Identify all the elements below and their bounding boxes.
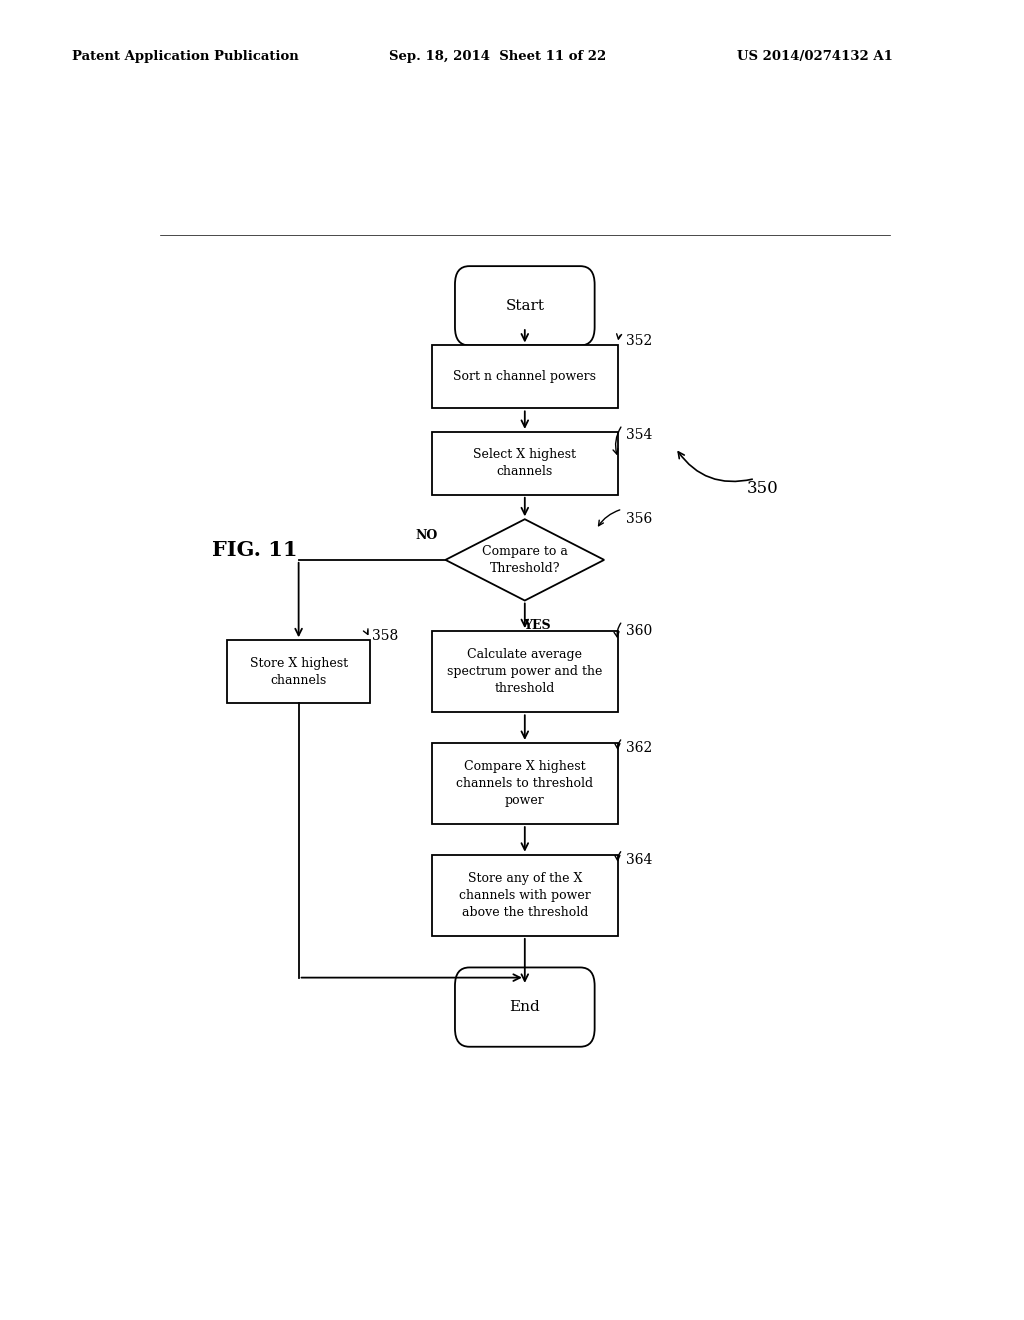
- FancyBboxPatch shape: [227, 640, 370, 704]
- FancyBboxPatch shape: [431, 346, 618, 408]
- FancyBboxPatch shape: [431, 854, 618, 936]
- FancyBboxPatch shape: [455, 968, 595, 1047]
- Text: 356: 356: [627, 512, 652, 527]
- Text: 358: 358: [373, 630, 398, 643]
- Text: Start: Start: [505, 298, 545, 313]
- Text: 350: 350: [748, 480, 779, 498]
- Text: Calculate average
spectrum power and the
threshold: Calculate average spectrum power and the…: [447, 648, 602, 696]
- Text: End: End: [509, 1001, 541, 1014]
- Text: Store any of the X
channels with power
above the threshold: Store any of the X channels with power a…: [459, 871, 591, 919]
- FancyBboxPatch shape: [431, 743, 618, 824]
- FancyBboxPatch shape: [431, 631, 618, 713]
- Text: US 2014/0274132 A1: US 2014/0274132 A1: [737, 50, 893, 63]
- Text: Compare to a
Threshold?: Compare to a Threshold?: [482, 545, 567, 576]
- Text: Patent Application Publication: Patent Application Publication: [72, 50, 298, 63]
- Text: 362: 362: [627, 741, 652, 755]
- Text: 354: 354: [627, 428, 652, 442]
- Text: 352: 352: [627, 334, 652, 348]
- FancyBboxPatch shape: [431, 432, 618, 495]
- Text: Store X highest
channels: Store X highest channels: [250, 656, 348, 686]
- Polygon shape: [445, 519, 604, 601]
- Text: Select X highest
channels: Select X highest channels: [473, 449, 577, 478]
- Text: YES: YES: [523, 619, 551, 632]
- Text: 360: 360: [627, 624, 652, 638]
- FancyBboxPatch shape: [455, 267, 595, 346]
- Text: FIG. 11: FIG. 11: [212, 540, 298, 560]
- Text: Sort n channel powers: Sort n channel powers: [454, 371, 596, 383]
- Text: Sep. 18, 2014  Sheet 11 of 22: Sep. 18, 2014 Sheet 11 of 22: [389, 50, 606, 63]
- Text: NO: NO: [416, 528, 437, 541]
- Text: Compare X highest
channels to threshold
power: Compare X highest channels to threshold …: [457, 760, 593, 807]
- Text: 364: 364: [627, 853, 652, 867]
